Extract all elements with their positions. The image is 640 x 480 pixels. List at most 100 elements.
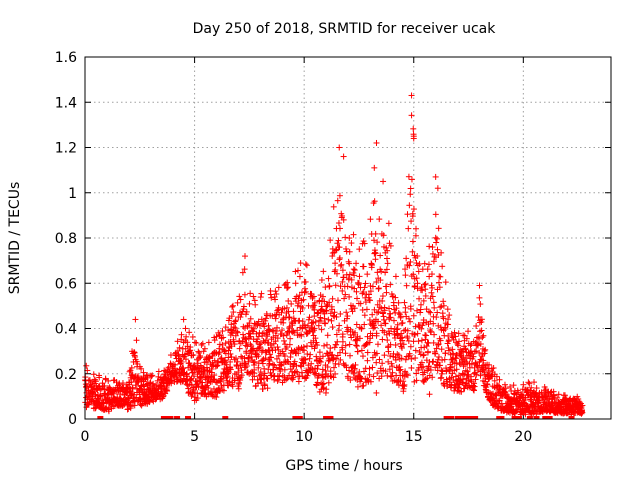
data-point <box>302 285 309 292</box>
data-point <box>302 356 309 363</box>
data-point <box>200 348 207 355</box>
data-point <box>289 348 296 355</box>
data-point <box>379 360 386 367</box>
data-point <box>339 331 346 338</box>
data-point <box>380 178 387 185</box>
data-point <box>250 359 257 366</box>
data-point <box>191 339 198 346</box>
data-point <box>412 347 419 354</box>
data-point <box>259 357 266 364</box>
data-point <box>342 234 349 241</box>
data-point <box>252 350 259 357</box>
data-point <box>359 306 366 313</box>
data-point <box>441 356 448 363</box>
data-point <box>288 300 295 307</box>
data-point <box>269 312 276 319</box>
data-point <box>242 336 249 343</box>
data-point <box>284 279 291 286</box>
data-point <box>353 342 360 349</box>
data-point <box>255 353 262 360</box>
data-point <box>354 383 361 390</box>
data-point <box>352 342 359 349</box>
data-point <box>415 338 422 345</box>
data-point <box>261 381 268 388</box>
data-point <box>435 353 442 360</box>
data-point <box>433 239 440 246</box>
data-point <box>408 364 415 371</box>
data-point <box>340 153 347 160</box>
data-point <box>330 203 337 210</box>
data-point <box>361 284 368 291</box>
data-point <box>275 304 282 311</box>
data-point <box>439 263 446 270</box>
data-point <box>353 321 360 328</box>
data-point <box>337 310 344 317</box>
data-point <box>230 302 237 309</box>
data-point <box>96 374 103 381</box>
data-point <box>273 355 280 362</box>
data-point <box>477 301 484 308</box>
data-point <box>183 333 190 340</box>
data-point <box>318 326 325 333</box>
data-point <box>236 293 243 300</box>
data-point <box>479 334 486 341</box>
data-point <box>316 388 323 395</box>
data-point <box>92 378 99 385</box>
data-point <box>346 248 353 255</box>
data-point <box>396 363 403 370</box>
data-point <box>434 246 441 253</box>
data-point <box>438 346 445 353</box>
data-point <box>496 376 503 383</box>
data-point <box>195 384 202 391</box>
data-point <box>281 305 288 312</box>
data-point <box>225 327 232 334</box>
data-point <box>437 273 444 280</box>
data-point <box>143 381 150 388</box>
data-point <box>128 379 135 386</box>
data-point <box>374 269 381 276</box>
data-point <box>113 379 120 386</box>
data-point <box>424 266 431 273</box>
data-point <box>234 358 241 365</box>
data-point <box>180 316 187 323</box>
data-point <box>451 329 458 336</box>
data-point <box>331 364 338 371</box>
data-point <box>178 358 185 365</box>
data-point <box>241 291 248 298</box>
data-point <box>229 303 236 310</box>
data-point <box>227 358 234 365</box>
data-point <box>251 358 258 365</box>
data-point <box>265 322 272 329</box>
data-point <box>418 301 425 308</box>
data-point <box>336 256 343 263</box>
data-point <box>238 372 245 379</box>
data-point <box>268 344 275 351</box>
data-point <box>266 351 273 358</box>
chart-title: Day 250 of 2018, SRMTID for receiver uca… <box>193 21 497 37</box>
data-point <box>180 365 187 372</box>
data-point <box>293 362 300 369</box>
data-point <box>264 331 271 338</box>
data-point <box>102 376 109 383</box>
data-point <box>406 202 413 209</box>
data-point <box>262 355 269 362</box>
data-point <box>325 379 332 386</box>
data-point <box>264 385 271 392</box>
data-point <box>233 328 240 335</box>
data-point <box>273 364 280 371</box>
data-point <box>85 377 92 384</box>
data-point <box>250 325 257 332</box>
data-point <box>267 291 274 298</box>
data-point <box>434 185 441 192</box>
data-point <box>258 290 265 297</box>
data-point <box>339 338 346 345</box>
data-point <box>211 376 218 383</box>
data-point <box>369 364 376 371</box>
data-point <box>257 294 264 301</box>
data-point <box>277 361 284 368</box>
data-point <box>414 330 421 337</box>
data-point <box>290 308 297 315</box>
data-point <box>283 304 290 311</box>
data-point <box>384 337 391 344</box>
data-point <box>241 266 248 273</box>
